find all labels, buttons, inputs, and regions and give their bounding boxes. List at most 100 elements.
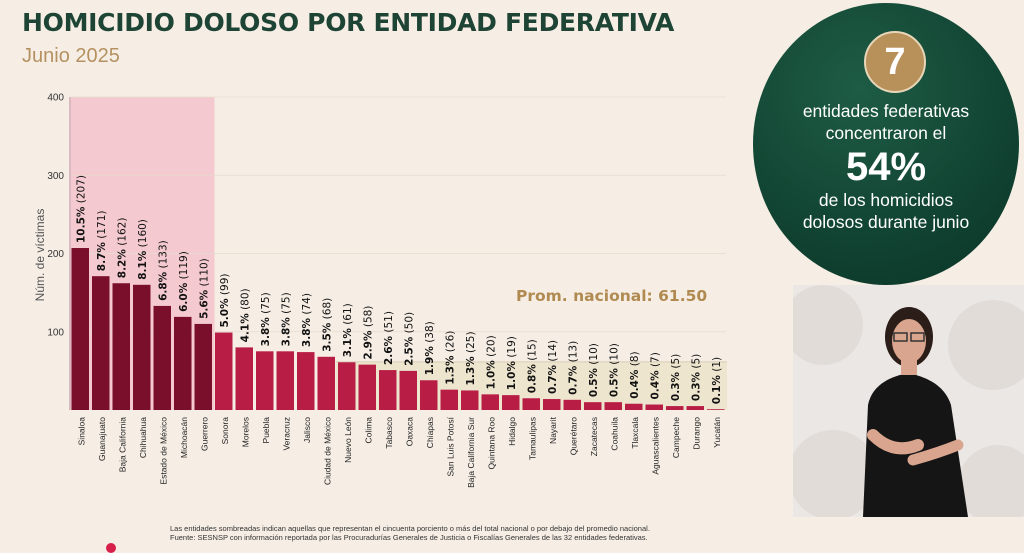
bar — [153, 305, 171, 410]
category-label: Tamaulipas — [527, 417, 537, 460]
bar — [563, 399, 581, 410]
bar — [461, 390, 479, 410]
data-label: 2.5% (50) — [403, 312, 415, 366]
category-label: Estado de México — [158, 417, 168, 485]
data-label: 0.3% (5) — [670, 354, 682, 401]
category-label: Veracruz — [281, 417, 291, 451]
category-label: Jalisco — [302, 417, 312, 443]
data-label: 4.1% (80) — [239, 288, 251, 342]
category-labels: Sinaloa Guanajuato Baja California Chihuahu… — [76, 416, 722, 488]
data-label: 2.9% (58) — [362, 306, 374, 360]
gridlines — [70, 96, 726, 333]
bar — [543, 399, 561, 410]
bar — [604, 402, 622, 410]
category-label: Quintana Roo — [486, 417, 496, 470]
y-tick-label: 200 — [47, 249, 64, 260]
category-label: Nuevo León — [343, 417, 353, 463]
average-label: Prom. nacional: 61.50 — [516, 287, 707, 305]
bar — [440, 389, 458, 410]
category-label: Guerrero — [199, 417, 209, 451]
category-label: Chihuahua — [138, 417, 148, 458]
count-badge: 7 — [864, 31, 926, 93]
bar — [584, 402, 602, 410]
callout-line-3: de los homicidios — [818, 190, 954, 210]
chart-notes: Las entidades sombreadas indican aquella… — [170, 524, 870, 542]
category-label: Coahuila — [609, 417, 619, 451]
bar — [133, 284, 151, 410]
data-label: 3.8% (75) — [260, 292, 272, 346]
data-label: 1.9% (38) — [424, 321, 436, 375]
data-label: 2.6% (51) — [383, 311, 395, 365]
bar-chart: 100 200 300 400 Núm. de víctimas 10.5% (207… — [33, 93, 727, 488]
bar — [112, 283, 130, 410]
bar — [481, 394, 499, 410]
data-label: 6.8% (133) — [157, 240, 169, 301]
category-label: Baja California Sur — [466, 417, 476, 488]
bar — [297, 352, 315, 410]
bar — [92, 276, 110, 410]
data-label: 0.5% (10) — [588, 343, 600, 397]
category-label: Chiapas — [425, 417, 435, 448]
note-shading: Las entidades sombreadas indican aquella… — [170, 524, 650, 533]
page-subtitle: Junio 2025 — [22, 45, 120, 67]
y-axis: 100 200 300 400 — [47, 93, 71, 410]
bar — [194, 323, 212, 410]
category-label: Nayarit — [548, 416, 558, 444]
category-label: Sinaloa — [76, 417, 86, 446]
data-labels: 10.5% (207) 8.7% (171) 8.2% (162) 8.1% (160… — [75, 175, 723, 404]
category-label: Sonora — [220, 417, 230, 445]
data-label: 5.0% (99) — [219, 274, 231, 328]
bar — [686, 406, 704, 410]
bar — [625, 403, 643, 410]
data-label: 0.4% (8) — [629, 351, 641, 398]
category-label: Tlaxcala — [630, 417, 640, 449]
data-label: 3.8% (74) — [301, 293, 313, 347]
y-tick-label: 300 — [47, 171, 64, 182]
category-label: Hidalgo — [507, 417, 517, 446]
data-label: 1.0% (20) — [485, 335, 497, 389]
data-label: 8.2% (162) — [116, 218, 128, 279]
bar — [379, 370, 397, 410]
bar — [235, 347, 253, 410]
y-tick-label: 100 — [47, 327, 64, 338]
bar — [338, 362, 356, 410]
category-label: Durango — [691, 417, 701, 450]
bar — [215, 332, 233, 410]
data-label: 3.8% (75) — [280, 292, 292, 346]
category-label: Oaxaca — [404, 417, 414, 447]
data-label: 0.4% (7) — [649, 352, 661, 399]
category-label: Aguascalientes — [650, 417, 660, 475]
category-label: Campeche — [671, 417, 681, 458]
category-label: Ciudad de México — [322, 417, 332, 485]
bar — [399, 370, 417, 410]
category-label: Querétaro — [568, 417, 578, 456]
bar — [174, 316, 192, 410]
interpreter-image — [793, 285, 1024, 517]
data-label: 0.5% (10) — [608, 343, 620, 397]
category-label: Colima — [363, 417, 373, 444]
data-label: 0.1% (1) — [711, 357, 723, 404]
data-label: 5.6% (110) — [198, 258, 210, 319]
callout-line-2: concentraron el — [825, 123, 947, 143]
bar — [522, 398, 540, 410]
y-axis-label: Núm. de víctimas — [33, 209, 47, 302]
live-indicator-dot — [106, 543, 116, 553]
y-tick-label: 400 — [47, 93, 64, 104]
page-title: HOMICIDIO DOLOSO POR ENTIDAD FEDERATIVA — [22, 8, 675, 37]
bar — [276, 351, 294, 410]
data-label: 6.0% (119) — [178, 251, 190, 312]
bar — [358, 364, 376, 410]
data-label: 8.7% (171) — [96, 210, 108, 271]
category-label: San Luis Potosí — [445, 416, 455, 476]
data-label: 0.7% (14) — [547, 340, 559, 394]
bar — [645, 404, 663, 410]
summary-callout: 7 entidades federativas concentraron el … — [753, 3, 1019, 285]
note-source: Fuente: SESNSP con información reportada… — [170, 533, 648, 542]
data-label: 1.3% (26) — [444, 331, 456, 385]
category-label: Tabasco — [384, 417, 394, 449]
bar — [317, 356, 335, 410]
category-label: Zacatecas — [589, 417, 599, 456]
bar — [420, 380, 438, 410]
data-label: 1.3% (25) — [465, 331, 477, 385]
sign-language-interpreter-video — [793, 285, 1024, 517]
